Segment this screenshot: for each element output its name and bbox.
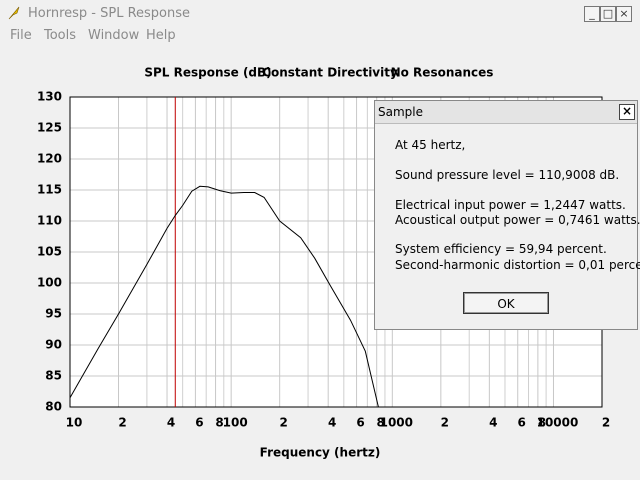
dialog-text: Sound pressure level = 110,9008 dB.: [395, 168, 620, 182]
x-tick-label: 4: [167, 416, 175, 430]
menu-item[interactable]: Window: [88, 28, 140, 43]
y-tick-label: 100: [37, 276, 62, 290]
spl-curve: [70, 185, 379, 407]
y-tick-label: 80: [45, 400, 62, 414]
minimize-button[interactable]: _: [584, 6, 600, 22]
y-tick-label: 125: [37, 121, 62, 135]
x-axis-label: Frequency (hertz): [260, 446, 381, 460]
window-title: Hornresp - SPL Response: [28, 6, 191, 21]
dialog-text: At 45 hertz,: [395, 138, 466, 152]
chart-title: SPL Response (dB): [144, 66, 271, 80]
title-bar: Hornresp - SPL Response _ □ ×: [0, 0, 640, 28]
dialog-text: System efficiency = 59,94 percent.: [395, 242, 607, 256]
maximize-button[interactable]: □: [600, 6, 616, 22]
dialog-text: Second-harmonic distortion = 0,01 percen…: [395, 258, 640, 272]
dialog-text: Electrical input power = 1,2447 watts.: [395, 198, 626, 212]
app-icon: [8, 6, 20, 20]
x-tick-label: 2: [441, 416, 449, 430]
x-tick-label: 6: [518, 416, 526, 430]
y-tick-label: 130: [37, 90, 62, 104]
menu-item[interactable]: Tools: [44, 28, 77, 43]
x-tick-label: 6: [195, 416, 203, 430]
dialog: Sample × OK At 45 hertz, Sound pressure l…: [374, 100, 640, 330]
x-tick-label: 4: [328, 416, 336, 430]
dialog-text: Acoustical output power = 0,7461 watts.: [395, 213, 640, 227]
y-tick-label: 120: [37, 152, 62, 166]
y-tick-label: 115: [37, 183, 62, 197]
x-tick-label: 2: [602, 416, 610, 430]
close-button[interactable]: ×: [616, 6, 632, 22]
y-tick-label: 90: [45, 338, 62, 352]
ok-button[interactable]: OK: [463, 292, 549, 314]
x-tick-label: 8: [377, 416, 385, 430]
x-tick-label: 100: [223, 416, 248, 430]
y-tick-label: 110: [37, 214, 62, 228]
x-tick-label: 10000: [537, 416, 579, 430]
dialog-title: Sample: [378, 105, 423, 119]
y-tick-label: 105: [37, 245, 62, 259]
chart-title: No Resonances: [391, 66, 494, 80]
dialog-close-button[interactable]: ×: [619, 104, 635, 120]
menu-item[interactable]: Help: [146, 28, 176, 43]
x-tick-label: 8: [215, 416, 223, 430]
x-tick-label: 2: [279, 416, 287, 430]
x-tick-label: 10: [66, 416, 83, 430]
x-tick-label: 6: [356, 416, 364, 430]
x-tick-label: 2: [118, 416, 126, 430]
dialog-title-bar: Sample ×: [375, 101, 637, 124]
x-tick-label: 4: [489, 416, 497, 430]
x-tick-label: 1000: [380, 416, 413, 430]
chart-title: Constant Directivity: [262, 66, 398, 80]
menu-item[interactable]: File: [10, 28, 32, 43]
y-tick-label: 85: [45, 369, 62, 383]
x-tick-label: 8: [538, 416, 546, 430]
y-tick-label: 95: [45, 307, 62, 321]
